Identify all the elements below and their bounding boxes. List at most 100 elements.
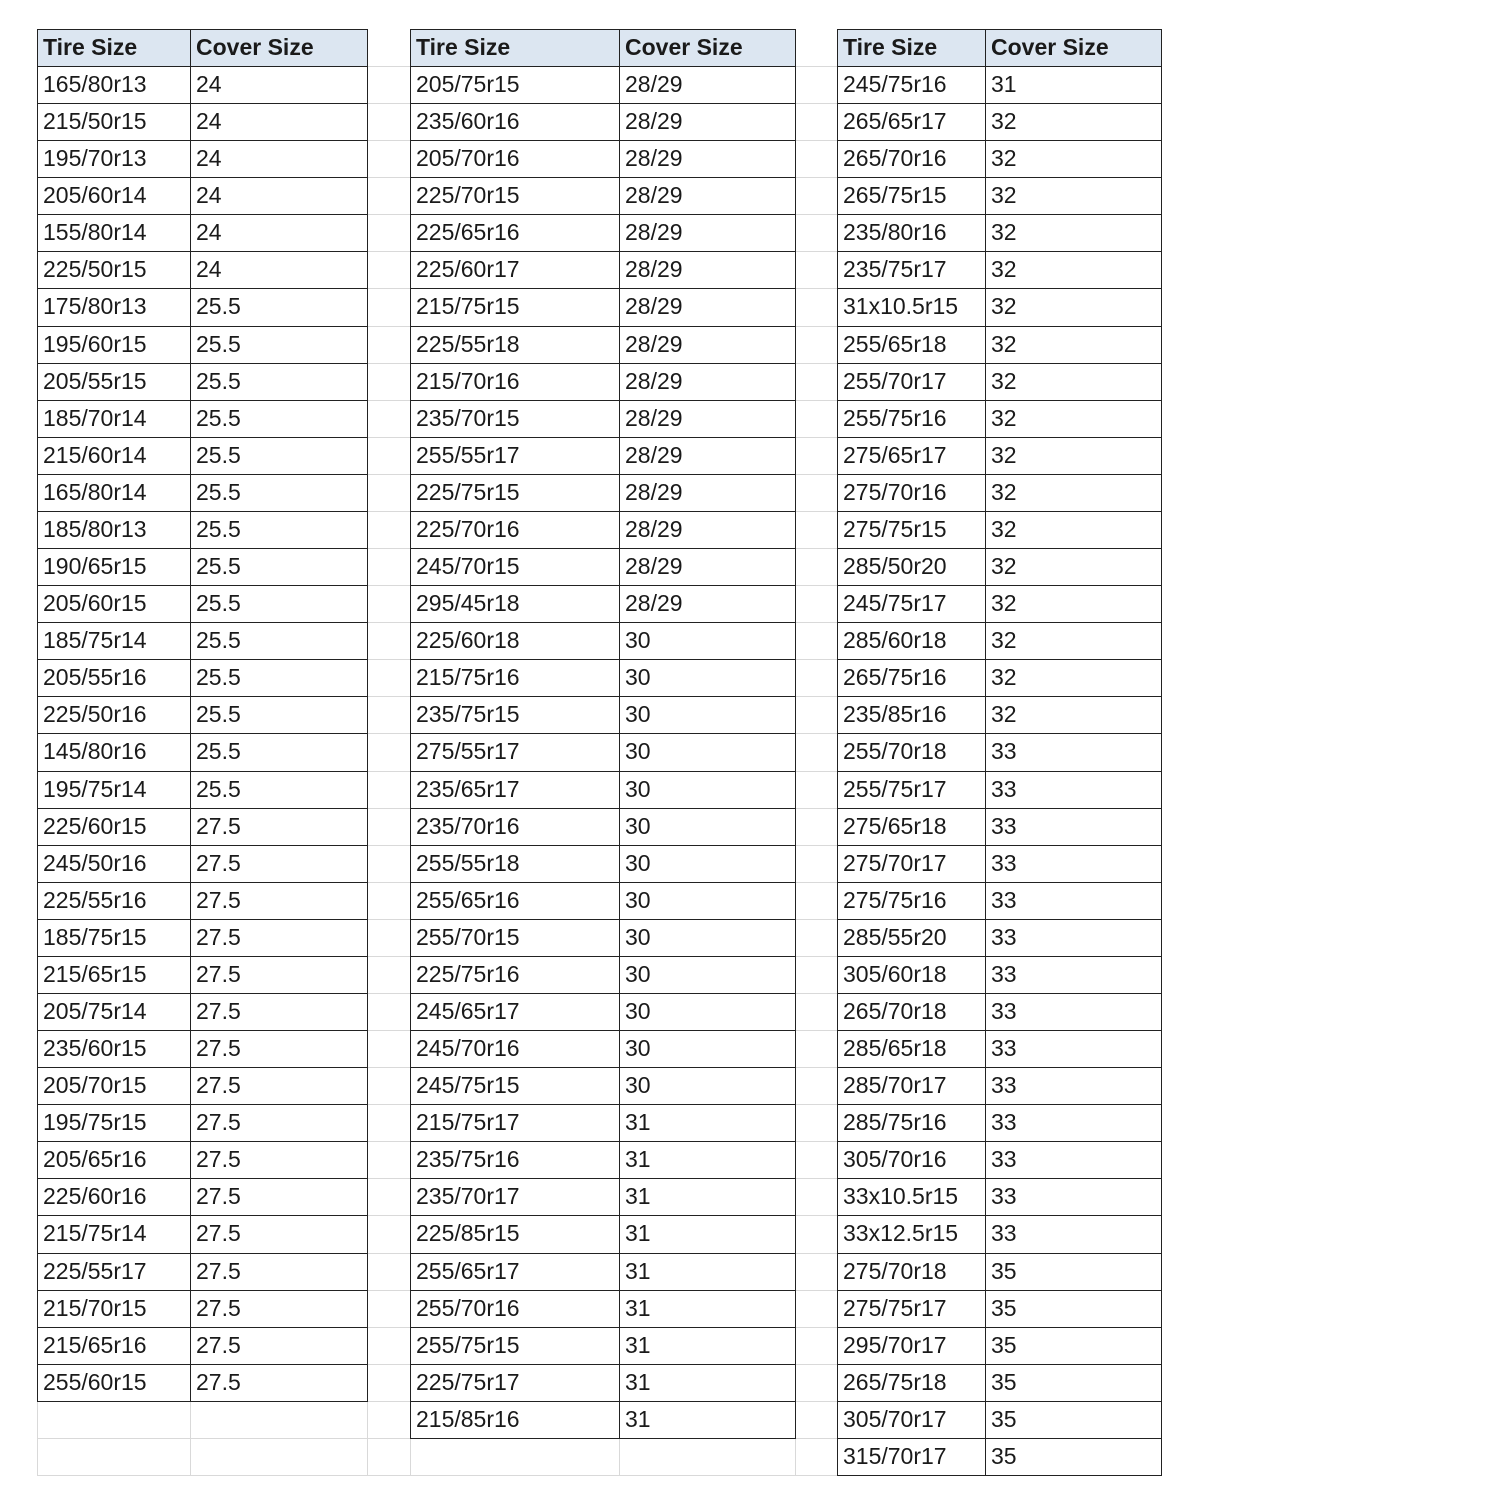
empty-cell[interactable] xyxy=(367,436,411,475)
empty-cell[interactable] xyxy=(37,1437,191,1477)
empty-cell[interactable] xyxy=(795,1252,838,1291)
cell-tire-size[interactable]: 205/60r15 xyxy=(37,585,191,624)
cell-cover-size[interactable]: 30 xyxy=(619,881,796,920)
empty-cell[interactable] xyxy=(367,399,411,438)
cell-cover-size[interactable]: 25.5 xyxy=(190,510,368,550)
cell-cover-size[interactable]: 32 xyxy=(985,177,1162,216)
empty-cell[interactable] xyxy=(795,733,838,772)
cell-tire-size[interactable]: 225/60r17 xyxy=(410,251,620,290)
cell-tire-size[interactable]: 305/60r18 xyxy=(837,955,986,994)
cell-cover-size[interactable]: 25.5 xyxy=(190,473,368,512)
cell-cover-size[interactable]: 33 xyxy=(985,1067,1162,1106)
cell-cover-size[interactable]: 33 xyxy=(985,881,1162,920)
cell-cover-size[interactable]: 30 xyxy=(619,1030,796,1069)
cell-cover-size[interactable]: 27.5 xyxy=(190,807,368,846)
cell-tire-size[interactable]: 265/75r16 xyxy=(837,659,986,698)
empty-cell[interactable] xyxy=(795,585,838,624)
cell-cover-size[interactable]: 28/29 xyxy=(619,140,796,179)
cell-cover-size[interactable]: 33 xyxy=(985,955,1162,994)
cell-cover-size[interactable]: 25.5 xyxy=(190,696,368,735)
cell-cover-size[interactable]: 32 xyxy=(985,214,1162,253)
cell-tire-size[interactable]: 195/70r13 xyxy=(37,140,191,179)
cell-cover-size[interactable]: 28/29 xyxy=(619,399,796,438)
cell-cover-size[interactable]: 32 xyxy=(985,103,1162,142)
cell-tire-size[interactable]: 215/85r16 xyxy=(410,1400,620,1439)
cell-cover-size[interactable]: 27.5 xyxy=(190,955,368,994)
cell-tire-size[interactable]: 275/70r17 xyxy=(837,844,986,883)
cell-tire-size[interactable]: 225/60r16 xyxy=(37,1178,191,1217)
cell-cover-size[interactable]: 30 xyxy=(619,659,796,698)
empty-cell[interactable] xyxy=(795,659,838,698)
cell-cover-size[interactable]: 25.5 xyxy=(190,622,368,661)
cell-cover-size[interactable]: 27.5 xyxy=(190,1141,368,1180)
cell-cover-size[interactable]: 28/29 xyxy=(619,510,796,550)
empty-cell[interactable] xyxy=(795,548,838,587)
empty-cell[interactable] xyxy=(795,66,838,105)
cell-tire-size[interactable]: 225/65r16 xyxy=(410,214,620,253)
cell-tire-size[interactable]: 245/75r15 xyxy=(410,1067,620,1106)
cell-cover-size[interactable]: 31 xyxy=(619,1363,796,1402)
cell-tire-size[interactable]: 215/50r15 xyxy=(37,103,191,142)
cell-tire-size[interactable]: 285/75r16 xyxy=(837,1104,986,1143)
empty-cell[interactable] xyxy=(795,1141,838,1180)
cell-tire-size[interactable]: 215/75r14 xyxy=(37,1215,191,1254)
cell-cover-size[interactable]: 30 xyxy=(619,733,796,772)
cell-tire-size[interactable]: 215/65r15 xyxy=(37,955,191,994)
cell-cover-size[interactable]: 28/29 xyxy=(619,103,796,142)
cell-cover-size[interactable]: 27.5 xyxy=(190,844,368,883)
empty-cell[interactable] xyxy=(367,696,411,735)
cell-tire-size[interactable]: 165/80r13 xyxy=(37,66,191,105)
empty-cell[interactable] xyxy=(795,1215,838,1254)
empty-cell[interactable] xyxy=(795,770,838,809)
cell-tire-size[interactable]: 215/65r16 xyxy=(37,1326,191,1365)
empty-cell[interactable] xyxy=(795,288,838,327)
cell-cover-size[interactable]: 25.5 xyxy=(190,325,368,364)
cell-cover-size[interactable]: 24 xyxy=(190,214,368,253)
cell-tire-size[interactable]: 275/75r16 xyxy=(837,881,986,920)
cell-tire-size[interactable]: 275/70r16 xyxy=(837,473,986,512)
cell-tire-size[interactable]: 255/65r16 xyxy=(410,881,620,920)
cell-cover-size[interactable]: 30 xyxy=(619,696,796,735)
cell-tire-size[interactable]: 145/80r16 xyxy=(37,733,191,772)
cell-tire-size[interactable]: 285/65r18 xyxy=(837,1030,986,1069)
cell-cover-size[interactable]: 28/29 xyxy=(619,251,796,290)
cell-cover-size[interactable]: 27.5 xyxy=(190,1178,368,1217)
cell-tire-size[interactable]: 195/60r15 xyxy=(37,325,191,364)
empty-cell[interactable] xyxy=(367,993,411,1032)
empty-cell[interactable] xyxy=(367,770,411,809)
cell-cover-size[interactable]: 30 xyxy=(619,807,796,846)
cell-tire-size[interactable]: 255/65r17 xyxy=(410,1252,620,1291)
cell-cover-size[interactable]: 32 xyxy=(985,362,1162,401)
empty-cell[interactable] xyxy=(795,436,838,475)
cell-cover-size[interactable]: 32 xyxy=(985,288,1162,327)
cell-tire-size[interactable]: 185/75r14 xyxy=(37,622,191,661)
cell-tire-size[interactable]: 235/85r16 xyxy=(837,696,986,735)
cell-tire-size[interactable]: 195/75r14 xyxy=(37,770,191,809)
empty-cell[interactable] xyxy=(367,881,411,920)
empty-cell[interactable] xyxy=(367,1252,411,1291)
cell-tire-size[interactable]: 245/75r17 xyxy=(837,585,986,624)
cell-tire-size[interactable]: 225/55r18 xyxy=(410,325,620,364)
cell-tire-size[interactable]: 190/65r15 xyxy=(37,548,191,587)
empty-cell[interactable] xyxy=(795,993,838,1032)
cell-cover-size[interactable]: 33 xyxy=(985,1178,1162,1217)
cell-tire-size[interactable]: 175/80r13 xyxy=(37,288,191,327)
cell-cover-size[interactable]: 30 xyxy=(619,993,796,1032)
empty-cell[interactable] xyxy=(795,29,838,67)
empty-cell[interactable] xyxy=(367,140,411,179)
cell-tire-size[interactable]: 285/60r18 xyxy=(837,622,986,661)
cell-cover-size[interactable]: 32 xyxy=(985,622,1162,661)
cell-tire-size[interactable]: 235/60r16 xyxy=(410,103,620,142)
empty-cell[interactable] xyxy=(795,103,838,142)
cell-cover-size[interactable]: 25.5 xyxy=(190,548,368,587)
header-cover-size[interactable]: Cover Size xyxy=(985,29,1162,67)
empty-cell[interactable] xyxy=(795,214,838,253)
cell-tire-size[interactable]: 265/70r16 xyxy=(837,140,986,179)
cell-cover-size[interactable]: 32 xyxy=(985,251,1162,290)
cell-tire-size[interactable]: 235/80r16 xyxy=(837,214,986,253)
cell-cover-size[interactable]: 30 xyxy=(619,918,796,957)
cell-tire-size[interactable]: 225/50r15 xyxy=(37,251,191,290)
cell-cover-size[interactable]: 30 xyxy=(619,622,796,661)
cell-cover-size[interactable]: 30 xyxy=(619,1067,796,1106)
cell-cover-size[interactable]: 28/29 xyxy=(619,214,796,253)
